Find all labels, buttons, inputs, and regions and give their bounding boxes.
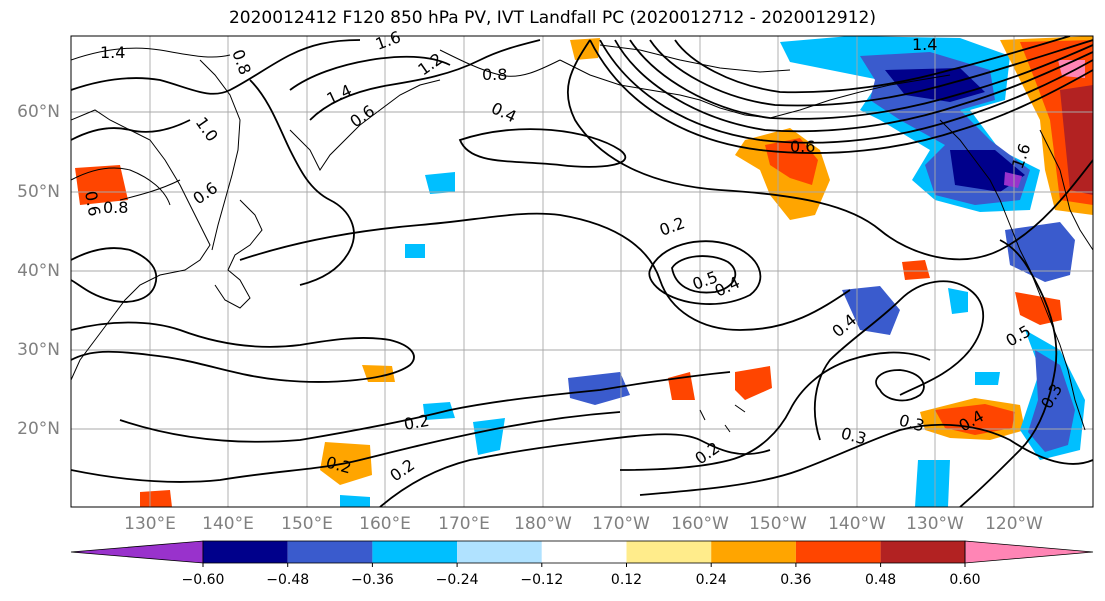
colorbar-tick-label: −0.60 bbox=[181, 572, 225, 588]
map-title: 2020012412 F120 850 hPa PV, IVT Landfall… bbox=[228, 8, 876, 28]
contour-label: 0.2 bbox=[402, 411, 430, 434]
lon-label-140e: 140°E bbox=[202, 514, 254, 534]
contours bbox=[71, 36, 1093, 507]
lon-label-160w: 160°W bbox=[671, 514, 729, 534]
colorbar-tick-label: −0.36 bbox=[350, 572, 394, 588]
contour-label: 0.4 bbox=[488, 98, 519, 126]
lat-label-40n: 40°N bbox=[17, 261, 60, 281]
colorbar-tick-label: 0.60 bbox=[949, 572, 981, 588]
shade-positive-ne-pac-1 bbox=[902, 260, 930, 280]
lat-label-30n: 30°N bbox=[17, 340, 60, 360]
shade-positive-subtrop-core bbox=[935, 404, 1015, 435]
contour-label: 0.8 bbox=[482, 65, 507, 84]
contour-label: 0.6 bbox=[81, 189, 104, 217]
shade-positive-westcoast-core bbox=[1060, 85, 1093, 195]
lon-label-130e: 130°E bbox=[124, 514, 176, 534]
shade-positive-central-1 bbox=[735, 366, 772, 400]
colorbar-swatch bbox=[880, 541, 966, 563]
contour-label: 1.4 bbox=[912, 35, 937, 54]
colorbar-tick-label: −0.12 bbox=[520, 572, 564, 588]
colorbar-tick-label: 0.48 bbox=[865, 572, 897, 588]
lon-label-150e: 150°E bbox=[281, 514, 333, 534]
lon-label-150w: 150°W bbox=[749, 514, 807, 534]
shade-negative-canada-min bbox=[1004, 172, 1022, 188]
colorbar-swatch bbox=[203, 541, 288, 563]
shade-negative-se-2 bbox=[975, 372, 1000, 385]
lon-label-160e: 160°E bbox=[359, 514, 411, 534]
contour-label: 1.4 bbox=[324, 81, 355, 109]
shade-negative-central-2 bbox=[423, 402, 455, 420]
lat-label-50n: 50°N bbox=[17, 182, 60, 202]
contour-label: 0.6 bbox=[790, 137, 815, 156]
shade-negative-nw-1 bbox=[425, 172, 455, 194]
colorbar-tick-label: −0.48 bbox=[266, 572, 310, 588]
shade-negative-canada-core bbox=[885, 68, 1025, 192]
contour-label: 1.4 bbox=[100, 43, 125, 62]
shade-negative-central-3 bbox=[473, 418, 505, 455]
contour-label: 0.2 bbox=[691, 438, 723, 468]
contour-label: 0.2 bbox=[386, 455, 418, 485]
shade-negative-se-1 bbox=[915, 460, 950, 507]
shade-positive-japan bbox=[75, 165, 128, 205]
coastlines bbox=[71, 44, 1093, 433]
shade-positive-w-3 bbox=[140, 490, 172, 507]
graticule bbox=[71, 36, 1093, 507]
colorbar-swatch bbox=[795, 541, 881, 563]
colorbar-swatch bbox=[457, 541, 542, 563]
colorbar bbox=[70, 540, 1094, 567]
contour-label: 0.2 bbox=[657, 213, 687, 240]
contour-label: 0.6 bbox=[189, 178, 221, 208]
lat-label-20n: 20°N bbox=[17, 419, 60, 439]
colorbar-over-arrow bbox=[964, 540, 1094, 564]
colorbar-tick-label: −0.24 bbox=[435, 572, 479, 588]
shade-negative-nw-2 bbox=[405, 244, 425, 258]
colorbar-swatch bbox=[626, 541, 712, 563]
colorbar-tick-label: 0.24 bbox=[695, 572, 727, 588]
colorbar-tick-label: 0.36 bbox=[780, 572, 812, 588]
contour-label: 1.0 bbox=[192, 113, 222, 145]
colorbar-swatch bbox=[541, 541, 627, 563]
contour-label: 0.8 bbox=[103, 198, 128, 217]
shade-positive-baja bbox=[1015, 292, 1062, 325]
contour-label: 0.8 bbox=[228, 47, 255, 77]
lon-label-140w: 140°W bbox=[828, 514, 886, 534]
lon-label-120w: 120°W bbox=[985, 514, 1043, 534]
shade-negative-ne-pac-2 bbox=[948, 288, 968, 314]
map-frame bbox=[70, 35, 1094, 508]
contour-label: 0.6 bbox=[346, 101, 378, 131]
lon-label-180w: 180°W bbox=[514, 514, 572, 534]
lon-label-170w: 170°W bbox=[592, 514, 650, 534]
colorbar-tick-label: 0.12 bbox=[610, 572, 643, 588]
colorbar-swatch bbox=[711, 541, 796, 563]
shade-negative-ne-pac-1 bbox=[842, 286, 900, 335]
contour-label: 0.3 bbox=[839, 424, 869, 449]
colorbar-under-arrow bbox=[70, 540, 204, 564]
colorbar-swatch bbox=[372, 541, 458, 563]
shade-negative-se-3 bbox=[340, 495, 370, 507]
shade-negative-mexico-core bbox=[1028, 350, 1075, 452]
lon-label-170e: 170°E bbox=[438, 514, 490, 534]
contour-label: 1.6 bbox=[373, 27, 403, 54]
shade-negative-central-1 bbox=[568, 372, 630, 405]
lon-label-130w: 130°W bbox=[906, 514, 964, 534]
lat-label-60n: 60°N bbox=[17, 102, 60, 122]
colorbar-swatch bbox=[287, 541, 373, 563]
contour-label: 0.5 bbox=[1003, 321, 1035, 350]
